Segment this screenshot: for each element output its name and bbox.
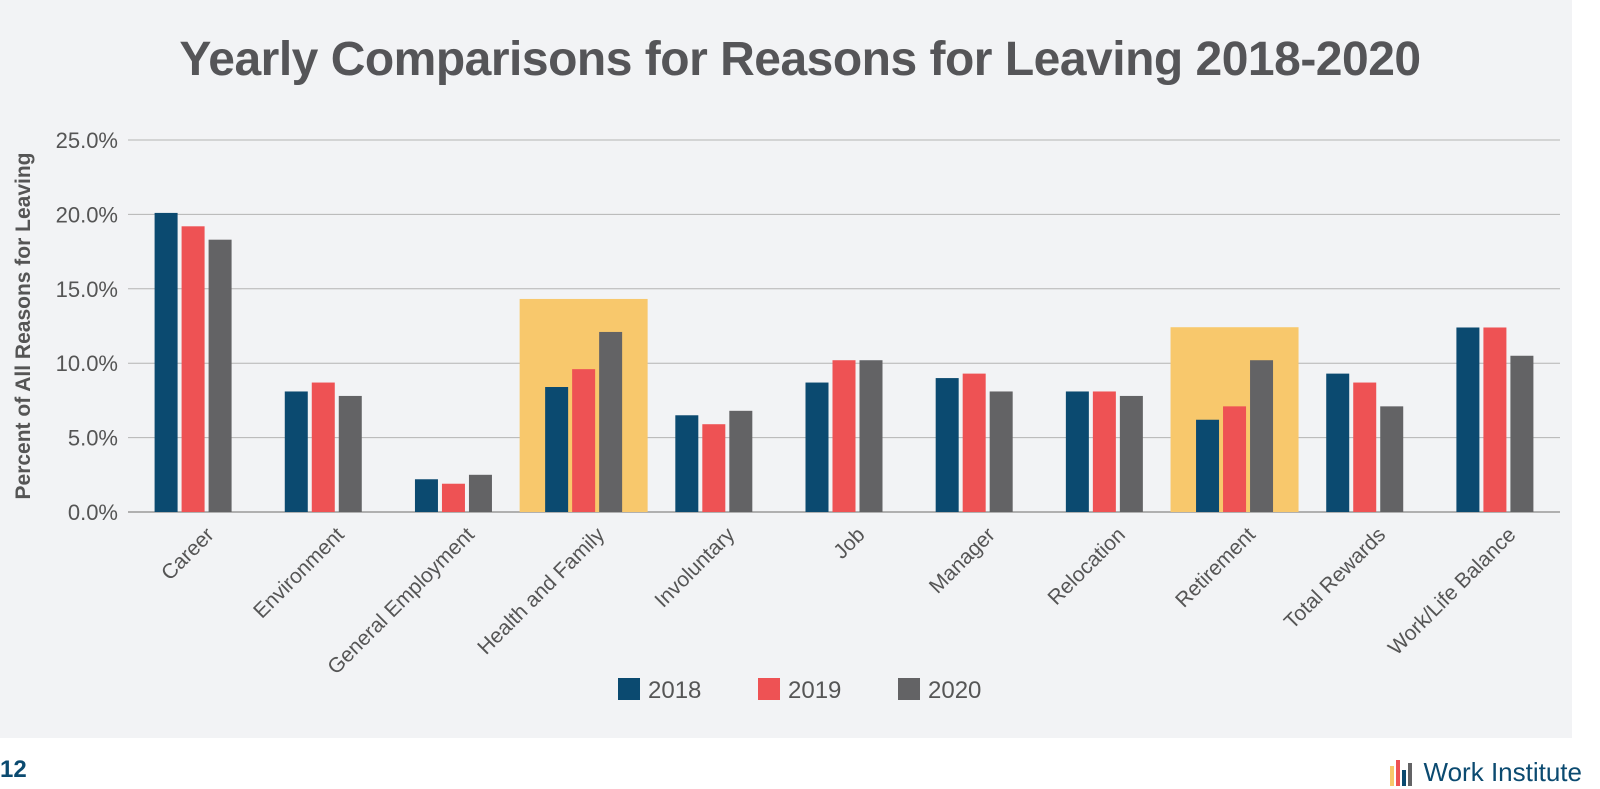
bar: [805, 382, 829, 512]
bar: [1119, 395, 1143, 512]
y-tick-label: 0.0%: [68, 500, 118, 525]
bar: [414, 479, 438, 512]
legend-label: 2018: [648, 677, 701, 704]
legend-swatch: [758, 678, 780, 700]
legend-label: 2019: [788, 677, 841, 704]
y-tick-label: 10.0%: [56, 351, 118, 376]
bar: [1196, 419, 1220, 512]
bar: [935, 378, 959, 512]
x-tick-label: Involuntary: [650, 523, 739, 612]
bar: [1510, 355, 1534, 512]
brand-name: Work Institute: [1423, 757, 1582, 787]
y-axis-label: Percent of All Reasons for Leaving: [12, 153, 35, 500]
bar: [675, 415, 699, 512]
bar: [181, 226, 205, 512]
x-tick-label: Relocation: [1043, 523, 1129, 609]
y-tick-label: 15.0%: [56, 277, 118, 302]
x-tick-label: Retirement: [1171, 523, 1260, 612]
x-tick-label: Health and Family: [473, 523, 609, 659]
bar: [729, 410, 753, 512]
chart-panel: [0, 0, 1572, 738]
bar: [832, 360, 856, 512]
x-tick-label: Job: [829, 523, 869, 563]
y-tick-label: 5.0%: [68, 426, 118, 451]
bar: [989, 391, 1013, 512]
x-tick-label: Manager: [925, 523, 1000, 598]
y-tick-label: 25.0%: [56, 128, 118, 153]
bar: [702, 424, 726, 512]
bar: [1326, 373, 1350, 512]
legend-label: 2020: [928, 677, 981, 704]
legend-swatch: [618, 678, 640, 700]
bar: [1223, 406, 1247, 512]
chart-title: Yearly Comparisons for Reasons for Leavi…: [179, 33, 1421, 86]
x-tick-label: General Employment: [323, 523, 479, 679]
bar: [208, 239, 232, 513]
bar: [311, 382, 335, 512]
bar: [154, 212, 178, 513]
bar: [441, 483, 465, 512]
bar: [1250, 360, 1274, 512]
x-tick-label: Career: [157, 523, 219, 585]
bar: [338, 395, 362, 512]
bar-logo-icon: [1389, 760, 1412, 786]
brand-logo: Work Institute: [1388, 758, 1582, 786]
bar: [599, 331, 623, 512]
bar: [545, 387, 569, 512]
bar: [1456, 327, 1480, 512]
bar: [284, 391, 308, 512]
page-number: 12: [0, 756, 27, 783]
bar: [1380, 406, 1404, 512]
bar: [1353, 382, 1377, 512]
bar: [859, 360, 883, 512]
x-tick-label: Work/Life Balance: [1384, 523, 1520, 659]
bar: [572, 369, 596, 512]
bar: [1092, 391, 1116, 512]
legend-swatch: [898, 678, 920, 700]
bar: [962, 373, 986, 512]
x-tick-label: Environment: [249, 523, 349, 623]
bar: [1065, 391, 1089, 512]
bar: [468, 474, 492, 512]
x-tick-label: Total Rewards: [1280, 523, 1390, 633]
bar: [1483, 327, 1507, 512]
y-tick-label: 20.0%: [56, 202, 118, 227]
